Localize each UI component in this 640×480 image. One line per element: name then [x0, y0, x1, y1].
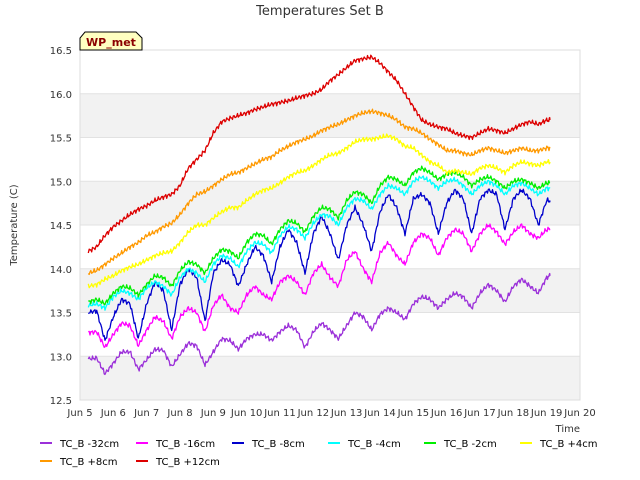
plot-border [79, 49, 581, 401]
x-tick-label: Jun 7 [133, 408, 159, 419]
chart-title: Temperatures Set B [255, 4, 384, 19]
x-tick-label: Jun 11 [263, 408, 296, 419]
x-tick-label: Jun 20 [563, 408, 596, 419]
legend: TC_B -32cm TC_B -16cm TC_B -8cm TC_B -4cm TC… [40, 439, 598, 468]
series-line [87, 133, 551, 289]
x-axis-label: Time [555, 424, 580, 435]
x-tick-label: Jun 6 [100, 408, 126, 419]
x-tick-label: Jun 15 [397, 408, 430, 419]
y-tick-label: 16.5 [50, 46, 72, 57]
legend-item: TC_B +12cm [136, 457, 220, 468]
legend-item: TC_B -32cm [40, 439, 119, 450]
series-line [87, 175, 551, 311]
x-tick-label: Jun 17 [463, 408, 496, 419]
x-tick-label: Jun 12 [297, 408, 330, 419]
x-tick-label: Jun 8 [166, 408, 192, 419]
series-line [87, 272, 551, 376]
legend-label: TC_B -32cm [59, 439, 119, 450]
y-axis-label: Temperature (C) [9, 184, 20, 266]
legend-item: TC_B -16cm [136, 439, 215, 450]
legend-item: TC_B -4cm [328, 439, 401, 450]
y-tick-label: 16.0 [50, 90, 72, 101]
x-tick-label: Jun 13 [330, 408, 363, 419]
y-tick-label: 14.0 [50, 265, 72, 276]
series-line [88, 223, 551, 348]
legend-item: TC_B -8cm [232, 439, 305, 450]
series-line [87, 54, 551, 254]
y-tick-label: 14.5 [50, 221, 72, 232]
legend-label: TC_B -2cm [443, 439, 497, 450]
legend-item: TC_B +8cm [40, 457, 118, 468]
series-lines [87, 54, 551, 376]
legend-item: TC_B +4cm [520, 439, 598, 450]
x-tick-label: Jun 19 [530, 408, 563, 419]
y-tick-labels: 12.5 13.0 13.5 14.0 14.5 15.0 15.5 16.0 16.5 [50, 46, 72, 407]
x-tick-label: Jun 10 [230, 408, 263, 419]
x-tick-label: Jun 14 [363, 408, 396, 419]
series-line [88, 165, 551, 306]
y-tick-label: 15.5 [50, 134, 72, 145]
y-tick-label: 13.0 [50, 352, 72, 363]
legend-label: TC_B +8cm [59, 457, 118, 468]
gray-band [80, 181, 580, 225]
legend-label: TC_B -8cm [251, 439, 305, 450]
legend-item: TC_B -2cm [424, 439, 497, 450]
gray-band [80, 356, 580, 400]
y-tick-label: 12.5 [50, 396, 72, 407]
x-tick-label: Jun 18 [497, 408, 530, 419]
station-badge-text: WP_met [86, 36, 136, 49]
y-tick-label: 15.0 [50, 177, 72, 188]
x-tick-label: Jun 5 [66, 408, 92, 419]
legend-label: TC_B -16cm [155, 439, 215, 450]
station-badge: WP_met [79, 31, 143, 51]
x-tick-label: Jun 16 [430, 408, 463, 419]
series-line [87, 108, 551, 276]
legend-label: TC_B +12cm [155, 457, 220, 468]
y-tick-label: 13.5 [50, 309, 72, 320]
gray-bands [80, 93, 580, 400]
x-tick-labels: Jun 5 Jun 6 Jun 7 Jun 8 Jun 9 Jun 10 Jun 11 Jun… [66, 408, 595, 419]
x-tick-label: Jun 9 [200, 408, 226, 419]
legend-label: TC_B -4cm [347, 439, 401, 450]
legend-label: TC_B +4cm [539, 439, 598, 450]
